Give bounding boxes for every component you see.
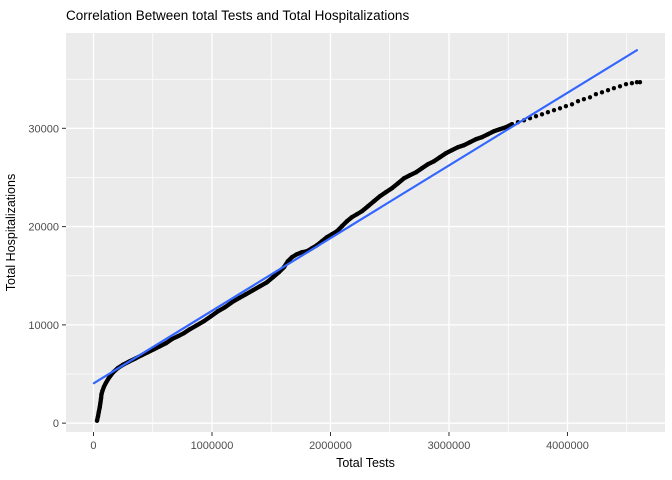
- data-point: [443, 151, 449, 156]
- data-point: [98, 400, 103, 406]
- data-point: [449, 148, 455, 153]
- data-point: [243, 292, 249, 297]
- plot-title: Correlation Between total Tests and Tota…: [66, 8, 410, 23]
- data-point: [181, 330, 187, 336]
- data-point: [201, 318, 207, 324]
- data-point: [97, 405, 102, 410]
- data-point: [533, 114, 539, 119]
- data-point: [425, 162, 431, 167]
- data-point: [344, 219, 350, 224]
- data-point: [96, 409, 101, 415]
- data-point: [569, 102, 575, 107]
- data-point: [229, 300, 235, 305]
- data-point: [581, 97, 587, 102]
- data-point: [349, 215, 355, 220]
- data-point: [593, 92, 599, 97]
- data-point: [395, 181, 401, 186]
- data-point: [545, 110, 551, 115]
- x-tick-label: 3000000: [428, 440, 471, 452]
- data-point: [169, 336, 175, 342]
- y-tick-label: 30000: [28, 123, 59, 135]
- data-point: [270, 275, 276, 280]
- data-point: [557, 106, 563, 111]
- data-point: [339, 224, 345, 229]
- data-point: [101, 384, 107, 389]
- data-point: [187, 327, 193, 332]
- data-point: [371, 199, 377, 204]
- data-point: [407, 173, 413, 178]
- data-point: [551, 108, 557, 113]
- data-point: [250, 288, 256, 293]
- data-point: [95, 414, 101, 419]
- y-tick-label: 20000: [28, 222, 59, 234]
- data-point: [539, 112, 545, 117]
- data-point: [236, 295, 242, 301]
- data-point: [377, 194, 383, 199]
- data-point: [485, 132, 491, 137]
- data-point: [637, 80, 643, 85]
- data-point: [294, 252, 300, 257]
- data-point: [587, 95, 593, 100]
- data-point: [103, 380, 109, 386]
- data-point: [324, 235, 330, 240]
- data-point: [623, 82, 629, 87]
- data-point: [163, 341, 169, 346]
- data-point: [365, 204, 371, 209]
- data-point: [634, 80, 640, 85]
- data-point: [175, 334, 181, 339]
- data-point: [257, 284, 263, 289]
- data-point: [359, 209, 365, 214]
- data-point: [289, 255, 295, 260]
- data-point: [401, 176, 407, 181]
- data-point: [285, 259, 291, 264]
- data-point: [503, 125, 509, 130]
- data-point: [467, 140, 473, 145]
- x-tick-label: 4000000: [546, 440, 589, 452]
- data-point: [497, 127, 503, 132]
- data-point: [413, 170, 419, 175]
- data-point: [629, 81, 635, 86]
- data-point: [98, 396, 104, 401]
- plot-panel: [66, 33, 665, 432]
- x-axis-title: Total Tests: [336, 456, 395, 470]
- data-point: [431, 159, 437, 164]
- x-tick-label: 0: [90, 440, 96, 452]
- data-point: [215, 309, 221, 314]
- data-point: [106, 375, 112, 381]
- data-point: [100, 388, 105, 393]
- data-point: [383, 190, 389, 195]
- y-tick-label: 10000: [28, 320, 59, 332]
- data-point: [264, 280, 270, 285]
- data-point: [611, 86, 617, 91]
- data-point: [194, 323, 200, 328]
- data-point: [461, 143, 467, 148]
- data-point: [94, 418, 100, 423]
- data-point: [575, 99, 581, 104]
- data-point: [208, 314, 214, 319]
- data-point: [299, 250, 305, 255]
- data-point: [599, 90, 605, 95]
- x-tick-label: 1000000: [191, 440, 234, 452]
- regression-line: [92, 49, 639, 385]
- data-point: [99, 392, 104, 397]
- data-point: [389, 186, 395, 191]
- data-point: [455, 145, 461, 150]
- data-point: [473, 137, 479, 142]
- data-point: [479, 135, 485, 140]
- data-point: [222, 305, 228, 310]
- data-point: [157, 344, 163, 349]
- data-point: [419, 166, 425, 171]
- x-tick-label: 2000000: [309, 440, 352, 452]
- data-point: [491, 129, 497, 134]
- y-axis-title: Total Hospitalizations: [4, 174, 18, 291]
- data-point: [605, 88, 611, 93]
- data-point: [563, 104, 569, 109]
- data-point: [437, 155, 443, 160]
- data-point: [617, 84, 623, 89]
- data-point: [354, 212, 360, 217]
- y-tick-label: 0: [53, 418, 59, 430]
